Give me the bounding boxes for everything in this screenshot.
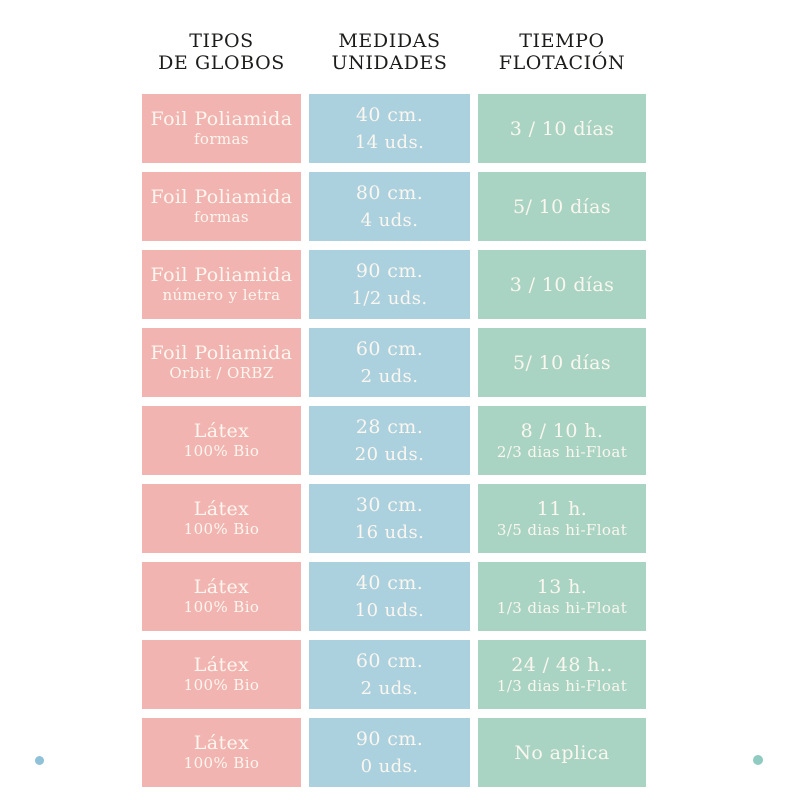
float-time-detail: 1/3 dias hi-Float [496, 598, 628, 617]
float-time-value: 11 h. [536, 497, 588, 520]
size-units-cell: 30 cm. 16 uds. [309, 484, 470, 553]
float-time-value: No aplica [514, 741, 610, 764]
size-units-cell: 40 cm. 10 uds. [309, 562, 470, 631]
balloon-type-detail: formas [193, 208, 250, 226]
float-time-value: 3 / 10 días [509, 273, 615, 296]
decorative-dot-blue [35, 756, 44, 765]
size-units-cell: 80 cm. 4 uds. [309, 172, 470, 241]
balloon-type-detail: 100% Bio [183, 520, 260, 538]
balloon-type-cell: Foil Poliamida formas [142, 94, 301, 163]
float-time-value: 13 h. [536, 575, 588, 598]
balloon-type-detail: 100% Bio [183, 676, 260, 694]
balloon-type-cell: Látex 100% Bio [142, 718, 301, 787]
size-units-cell: 28 cm. 20 uds. [309, 406, 470, 475]
size-value: 28 cm. [355, 416, 424, 438]
size-value: 60 cm. [355, 650, 424, 672]
header-tiempo-flotacion: TIEMPO FLOTACIÓN [478, 30, 646, 74]
balloon-type-name: Látex [193, 498, 250, 520]
size-units-cell: 60 cm. 2 uds. [309, 640, 470, 709]
balloon-type-detail: Orbit / ORBZ [169, 364, 274, 382]
float-time-value: 5/ 10 días [512, 351, 612, 374]
balloon-type-name: Foil Poliamida [150, 342, 293, 364]
size-value: 80 cm. [355, 182, 424, 204]
balloon-type-cell: Látex 100% Bio [142, 640, 301, 709]
size-value: 40 cm. [355, 104, 424, 126]
float-time-cell: 5/ 10 días [478, 172, 646, 241]
units-value: 10 uds. [354, 600, 425, 621]
float-time-detail: 1/3 dias hi-Float [496, 676, 628, 695]
float-time-cell: 3 / 10 días [478, 250, 646, 319]
size-value: 90 cm. [355, 260, 424, 282]
balloon-type-name: Foil Poliamida [150, 264, 293, 286]
header-line: DE GLOBOS [158, 52, 285, 74]
balloon-type-name: Látex [193, 420, 250, 442]
float-time-cell: 11 h. 3/5 dias hi-Float [478, 484, 646, 553]
balloon-type-cell: Látex 100% Bio [142, 406, 301, 475]
size-value: 40 cm. [355, 572, 424, 594]
size-value: 30 cm. [355, 494, 424, 516]
units-value: 4 uds. [360, 210, 419, 231]
balloon-type-cell: Látex 100% Bio [142, 484, 301, 553]
balloon-type-name: Látex [193, 732, 250, 754]
float-time-value: 8 / 10 h. [520, 419, 604, 442]
units-value: 2 uds. [360, 678, 419, 699]
float-time-cell: 13 h. 1/3 dias hi-Float [478, 562, 646, 631]
size-units-cell: 90 cm. 1/2 uds. [309, 250, 470, 319]
units-value: 20 uds. [354, 444, 425, 465]
decorative-dot-teal [753, 755, 763, 765]
balloon-type-detail: 100% Bio [183, 442, 260, 460]
balloon-type-detail: 100% Bio [183, 598, 260, 616]
header-line: TIPOS [189, 30, 254, 52]
size-units-cell: 90 cm. 0 uds. [309, 718, 470, 787]
float-time-value: 5/ 10 días [512, 195, 612, 218]
float-time-cell: 3 / 10 días [478, 94, 646, 163]
units-value: 0 uds. [360, 756, 419, 777]
balloon-type-cell: Foil Poliamida formas [142, 172, 301, 241]
units-value: 2 uds. [360, 366, 419, 387]
header-line: FLOTACIÓN [498, 52, 626, 74]
balloon-type-detail: número y letra [162, 286, 281, 304]
units-value: 16 uds. [354, 522, 425, 543]
balloon-type-cell: Foil Poliamida número y letra [142, 250, 301, 319]
float-time-cell: 8 / 10 h. 2/3 dias hi-Float [478, 406, 646, 475]
size-value: 90 cm. [355, 728, 424, 750]
float-time-value: 24 / 48 h.. [511, 653, 613, 676]
size-units-cell: 40 cm. 14 uds. [309, 94, 470, 163]
size-units-cell: 60 cm. 2 uds. [309, 328, 470, 397]
float-time-cell: 24 / 48 h.. 1/3 dias hi-Float [478, 640, 646, 709]
header-medidas-unidades: MEDIDAS UNIDADES [309, 30, 470, 74]
balloon-type-name: Látex [193, 654, 250, 676]
header-line: MEDIDAS [338, 30, 441, 52]
units-value: 1/2 uds. [351, 288, 428, 309]
header-tipos-de-globos: TIPOS DE GLOBOS [142, 30, 301, 74]
balloon-type-name: Látex [193, 576, 250, 598]
float-time-cell: No aplica [478, 718, 646, 787]
header-line: TIEMPO [519, 30, 605, 52]
units-value: 14 uds. [354, 132, 425, 153]
float-time-cell: 5/ 10 días [478, 328, 646, 397]
balloon-type-cell: Foil Poliamida Orbit / ORBZ [142, 328, 301, 397]
float-time-value: 3 / 10 días [509, 117, 615, 140]
float-time-detail: 3/5 dias hi-Float [496, 520, 628, 539]
balloon-type-detail: formas [193, 130, 250, 148]
balloon-type-detail: 100% Bio [183, 754, 260, 772]
balloon-type-name: Foil Poliamida [150, 186, 293, 208]
header-line: UNIDADES [331, 52, 448, 74]
size-value: 60 cm. [355, 338, 424, 360]
float-time-detail: 2/3 dias hi-Float [496, 442, 628, 461]
balloon-table: Foil Poliamida formas 40 cm. 14 uds. 3 /… [142, 94, 646, 787]
balloon-type-cell: Látex 100% Bio [142, 562, 301, 631]
balloon-type-name: Foil Poliamida [150, 108, 293, 130]
